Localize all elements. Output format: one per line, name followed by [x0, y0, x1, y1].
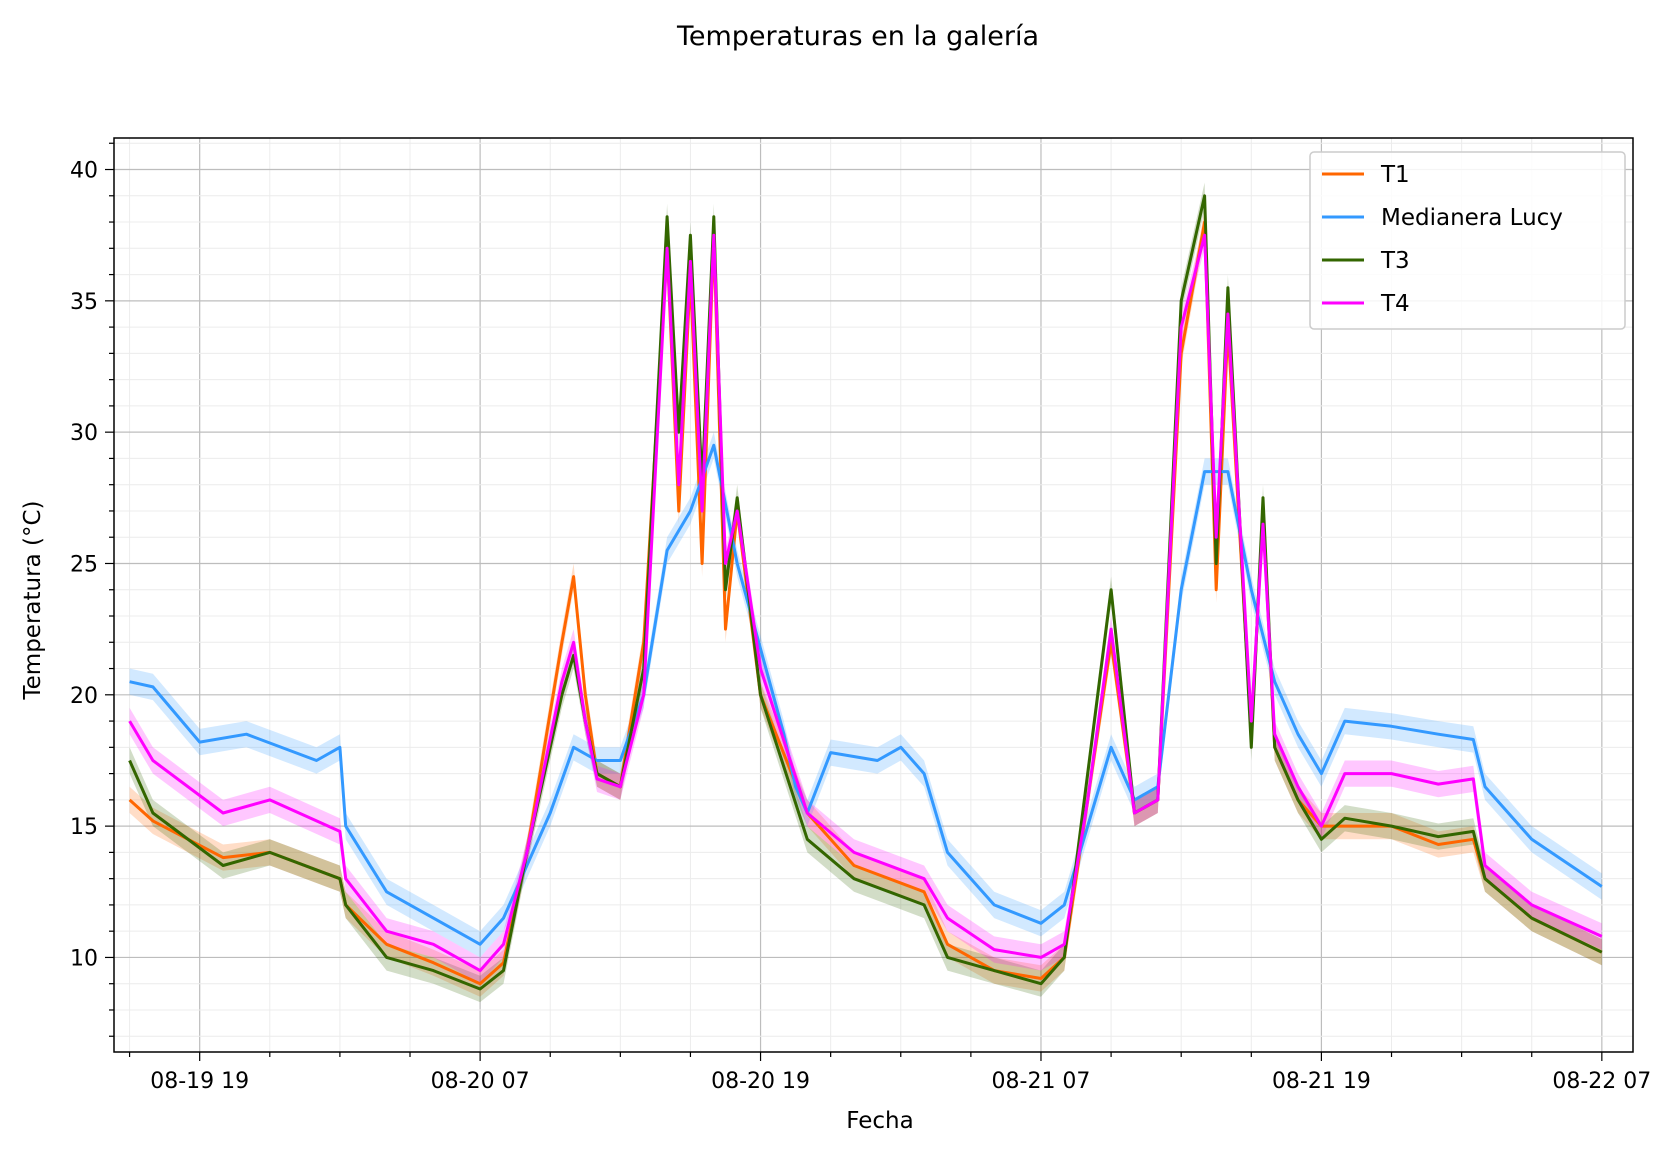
- series-line: [128, 220, 1603, 986]
- y-tick-label: 35: [70, 290, 98, 315]
- legend-label: T3: [1380, 248, 1410, 274]
- legend-label: T1: [1380, 162, 1410, 188]
- grid: [114, 138, 1633, 1052]
- legend-label: Medianera Lucy: [1381, 205, 1563, 231]
- chart-title: Temperaturas en la galería: [676, 21, 1039, 52]
- y-tick-label: 40: [70, 159, 98, 184]
- x-tick-label: 08-20 19: [711, 1069, 810, 1094]
- x-axis-label: Fecha: [846, 1108, 913, 1134]
- series-line: [129, 443, 1603, 946]
- legend-label: T4: [1380, 291, 1410, 317]
- y-tick-label: 15: [70, 815, 98, 840]
- legend: T1 Medianera Lucy T3 T4: [1309, 151, 1626, 330]
- x-tick-label: 08-21 19: [1272, 1069, 1371, 1094]
- y-tick-label: 10: [70, 946, 98, 971]
- y-tick-label: 25: [70, 552, 98, 577]
- y-tick-label: 30: [70, 421, 98, 446]
- y-axis-label: Temperatura (°C): [20, 501, 46, 701]
- y-tick-label: 20: [70, 684, 98, 709]
- x-tick-label: 08-20 07: [431, 1069, 530, 1094]
- x-tick-label: 08-21 07: [992, 1069, 1091, 1094]
- legend-box: [1309, 151, 1626, 330]
- series-line: [128, 233, 1603, 973]
- x-tick-label: 08-22 07: [1552, 1069, 1651, 1094]
- series-line: [128, 194, 1603, 991]
- x-tick-label: 08-19 19: [150, 1069, 249, 1094]
- series-lines: [128, 194, 1603, 991]
- axis-ticks: 08-19 19 08-20 07 08-20 19 08-21 07 08-21 19…: [70, 142, 1651, 1094]
- plot-area-frame: [113, 137, 1634, 1053]
